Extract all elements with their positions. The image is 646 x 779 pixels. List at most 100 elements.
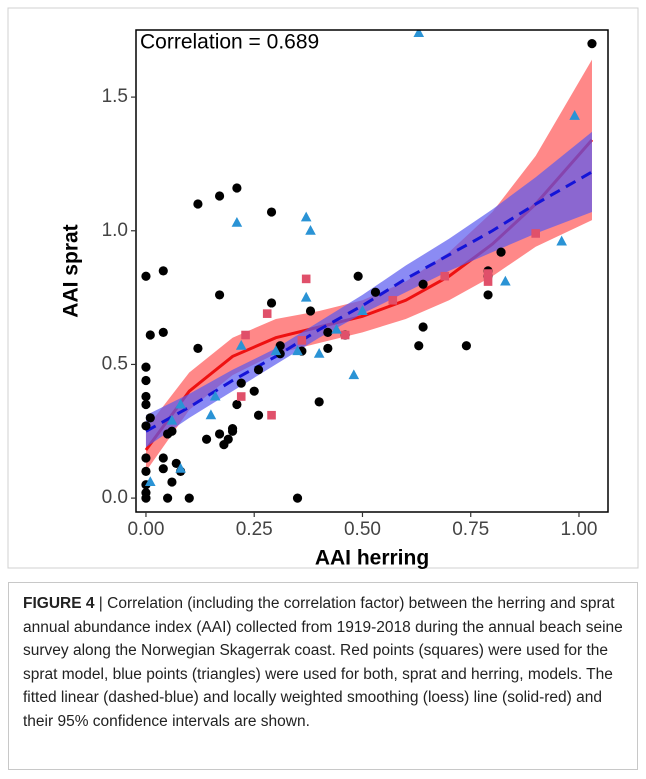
point <box>440 271 450 281</box>
point <box>353 271 363 281</box>
point <box>266 207 277 217</box>
figure-frame <box>7 7 639 569</box>
x-tick-label: 0.50 <box>344 519 381 540</box>
point <box>231 216 243 227</box>
point <box>531 229 540 238</box>
point <box>556 235 567 246</box>
point <box>323 327 333 337</box>
point <box>193 199 203 209</box>
point <box>158 327 168 337</box>
point <box>141 488 151 498</box>
point <box>297 336 307 345</box>
point <box>205 409 217 420</box>
point <box>158 453 168 463</box>
x-axis-label: AAI herring <box>315 547 429 570</box>
point <box>145 413 155 423</box>
point <box>141 399 151 410</box>
caption: FIGURE 4 | Correlation (including the co… <box>8 582 638 770</box>
point <box>209 390 221 401</box>
x-tick-label: 0.25 <box>236 519 273 540</box>
point <box>235 339 247 350</box>
x-tick-label: 0.00 <box>127 519 164 540</box>
point <box>236 392 246 401</box>
point <box>175 398 186 409</box>
point <box>158 464 168 474</box>
caption-label: FIGURE 4 <box>23 595 95 612</box>
point <box>323 343 333 353</box>
point <box>232 399 242 410</box>
point <box>275 341 285 351</box>
point <box>314 397 324 407</box>
point <box>141 421 151 431</box>
point <box>301 274 311 284</box>
point <box>414 341 424 351</box>
y-tick-label: 1.0 <box>102 220 128 241</box>
point <box>270 345 282 356</box>
point <box>262 309 272 318</box>
point <box>418 322 428 332</box>
panel-border <box>135 29 609 513</box>
point <box>171 458 181 468</box>
y-tick-label: 1.5 <box>102 86 128 107</box>
point <box>201 434 212 444</box>
point <box>141 271 151 281</box>
point <box>340 330 350 340</box>
x-tick-label: 0.75 <box>452 519 489 540</box>
y-axis-label: AAI sprat <box>60 224 83 317</box>
annotation: Correlation = 0.689 <box>140 31 319 54</box>
point <box>292 345 303 356</box>
point <box>413 30 425 37</box>
chart: Correlation = 0.689 AAI herring AAI spra… <box>7 7 639 570</box>
point <box>227 426 238 436</box>
point <box>158 266 168 276</box>
point <box>167 477 177 487</box>
y-tick-label: 0.0 <box>102 487 128 508</box>
point <box>305 224 316 235</box>
point <box>145 330 155 340</box>
point <box>266 298 277 308</box>
point <box>388 295 398 305</box>
point <box>214 191 225 201</box>
point <box>141 362 151 372</box>
point <box>253 410 264 420</box>
point <box>223 434 233 444</box>
confidence-band <box>145 59 592 472</box>
point <box>241 330 250 340</box>
x-tick-label: 1.00 <box>560 519 597 540</box>
point <box>587 39 597 49</box>
point <box>175 462 186 473</box>
point <box>249 386 259 396</box>
point <box>163 493 173 503</box>
point <box>461 341 471 351</box>
point <box>141 391 151 402</box>
point <box>253 365 264 375</box>
point <box>184 493 194 503</box>
point <box>331 323 342 334</box>
point <box>305 306 316 316</box>
point <box>141 466 151 476</box>
point <box>483 269 493 278</box>
y-tick-label: 0.5 <box>102 353 128 374</box>
point <box>166 414 178 425</box>
point <box>300 291 312 302</box>
point <box>236 378 246 388</box>
point <box>483 290 493 300</box>
point <box>569 110 580 120</box>
point <box>292 493 303 503</box>
caption-text: | Correlation (including the correlation… <box>23 595 623 730</box>
point <box>313 347 325 358</box>
point <box>167 426 177 436</box>
point <box>357 305 368 315</box>
point <box>418 279 428 289</box>
point <box>500 275 511 286</box>
point <box>141 375 151 386</box>
point <box>214 429 225 439</box>
point <box>496 247 506 257</box>
point <box>300 211 312 222</box>
point <box>214 290 225 300</box>
fit-line <box>145 170 593 433</box>
point <box>144 476 156 487</box>
point <box>193 343 203 353</box>
plot-area <box>141 30 597 503</box>
